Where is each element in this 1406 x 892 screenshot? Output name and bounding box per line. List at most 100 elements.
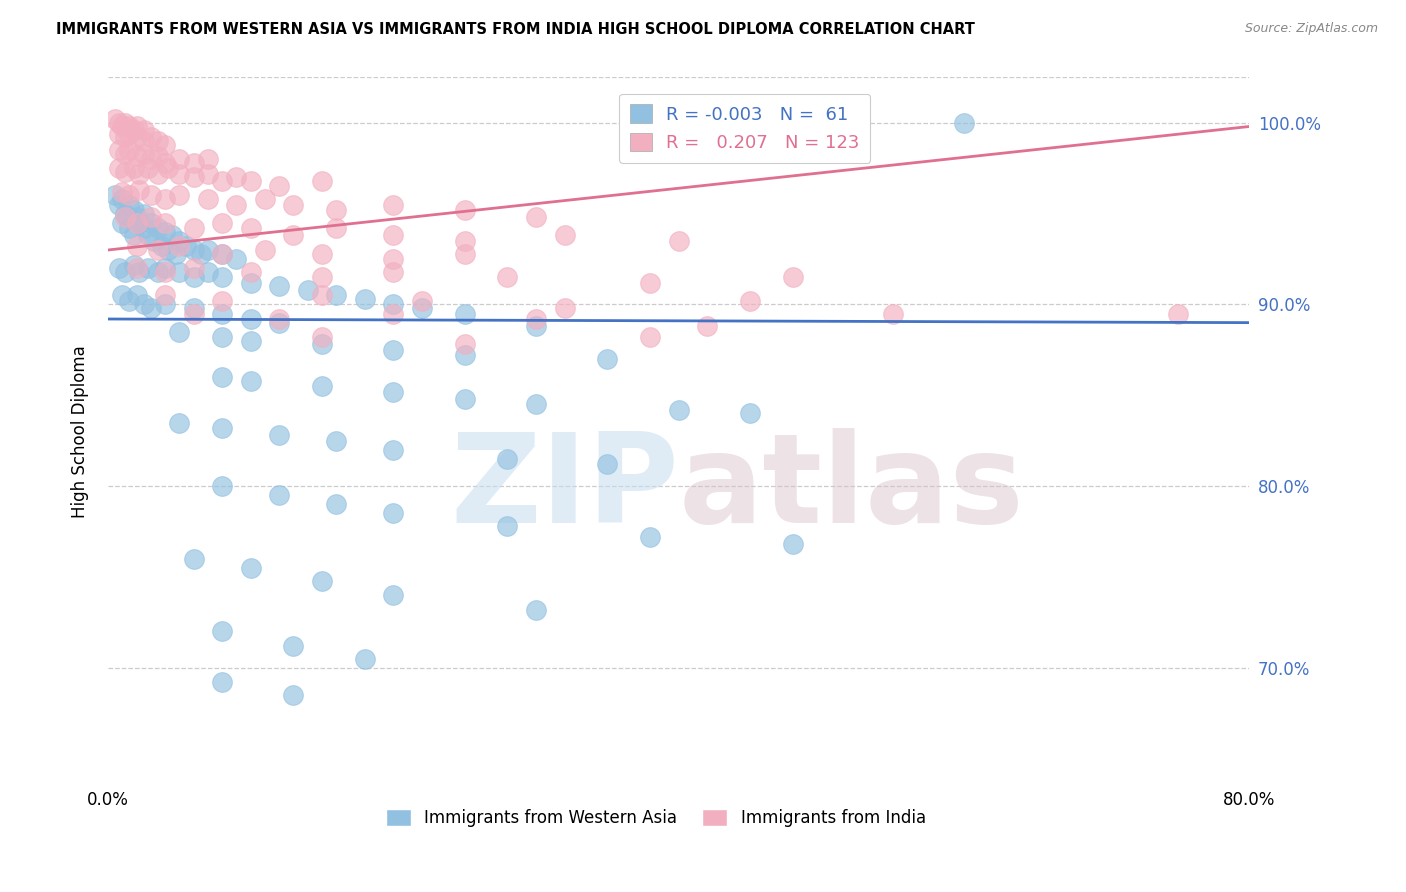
Point	[132, 207, 155, 221]
Point	[139, 216, 162, 230]
Point	[253, 192, 276, 206]
Point	[638, 330, 661, 344]
Point	[325, 221, 347, 235]
Point	[311, 270, 333, 285]
Point	[118, 120, 141, 134]
Point	[125, 239, 148, 253]
Point	[169, 167, 191, 181]
Point	[108, 261, 131, 276]
Point	[496, 451, 519, 466]
Point	[269, 312, 291, 326]
Point	[118, 221, 141, 235]
Point	[183, 307, 205, 321]
Point	[353, 292, 375, 306]
Point	[738, 407, 761, 421]
Point	[382, 197, 405, 211]
Point	[108, 143, 131, 157]
Point	[782, 537, 804, 551]
Point	[115, 211, 138, 225]
Point	[453, 337, 475, 351]
Point	[183, 156, 205, 170]
Point	[114, 265, 136, 279]
Point	[496, 519, 519, 533]
Point	[668, 402, 690, 417]
Point	[283, 639, 305, 653]
Point	[108, 161, 131, 176]
Point	[311, 337, 333, 351]
Point	[183, 551, 205, 566]
Point	[596, 351, 619, 366]
Point	[128, 167, 150, 181]
Point	[118, 188, 141, 202]
Point	[139, 211, 162, 225]
Point	[325, 434, 347, 448]
Point	[118, 127, 141, 141]
Point	[554, 301, 576, 315]
Point	[122, 123, 145, 137]
Point	[382, 228, 405, 243]
Point	[146, 167, 169, 181]
Point	[325, 497, 347, 511]
Point	[382, 252, 405, 266]
Point	[311, 174, 333, 188]
Point	[211, 293, 233, 308]
Point	[953, 116, 976, 130]
Point	[183, 270, 205, 285]
Point	[524, 211, 547, 225]
Point	[239, 334, 262, 348]
Point	[183, 243, 205, 257]
Point	[211, 174, 233, 188]
Point	[136, 161, 159, 176]
Point	[169, 234, 191, 248]
Point	[128, 265, 150, 279]
Point	[125, 211, 148, 225]
Point	[139, 188, 162, 202]
Point	[136, 228, 159, 243]
Point	[153, 297, 176, 311]
Point	[156, 161, 179, 176]
Point	[524, 602, 547, 616]
Point	[382, 442, 405, 457]
Point	[197, 152, 219, 166]
Point	[382, 343, 405, 357]
Point	[211, 370, 233, 384]
Point	[108, 116, 131, 130]
Point	[153, 192, 176, 206]
Point	[297, 283, 319, 297]
Point	[554, 228, 576, 243]
Point	[411, 293, 433, 308]
Point	[125, 261, 148, 276]
Point	[382, 506, 405, 520]
Point	[169, 188, 191, 202]
Point	[132, 221, 155, 235]
Point	[142, 234, 165, 248]
Point	[150, 239, 173, 253]
Point	[183, 301, 205, 315]
Point	[211, 624, 233, 639]
Point	[146, 221, 169, 235]
Point	[524, 319, 547, 334]
Text: IMMIGRANTS FROM WESTERN ASIA VS IMMIGRANTS FROM INDIA HIGH SCHOOL DIPLOMA CORREL: IMMIGRANTS FROM WESTERN ASIA VS IMMIGRAN…	[56, 22, 976, 37]
Point	[183, 170, 205, 185]
Point	[146, 134, 169, 148]
Point	[111, 288, 134, 302]
Point	[197, 167, 219, 181]
Point	[153, 261, 176, 276]
Point	[411, 301, 433, 315]
Point	[882, 307, 904, 321]
Point	[183, 261, 205, 276]
Point	[211, 421, 233, 435]
Point	[311, 246, 333, 260]
Point	[496, 270, 519, 285]
Point	[782, 270, 804, 285]
Point	[153, 216, 176, 230]
Point	[125, 148, 148, 162]
Point	[111, 216, 134, 230]
Point	[146, 243, 169, 257]
Point	[453, 202, 475, 217]
Point	[668, 234, 690, 248]
Point	[225, 252, 247, 266]
Point	[382, 265, 405, 279]
Point	[139, 301, 162, 315]
Point	[738, 293, 761, 308]
